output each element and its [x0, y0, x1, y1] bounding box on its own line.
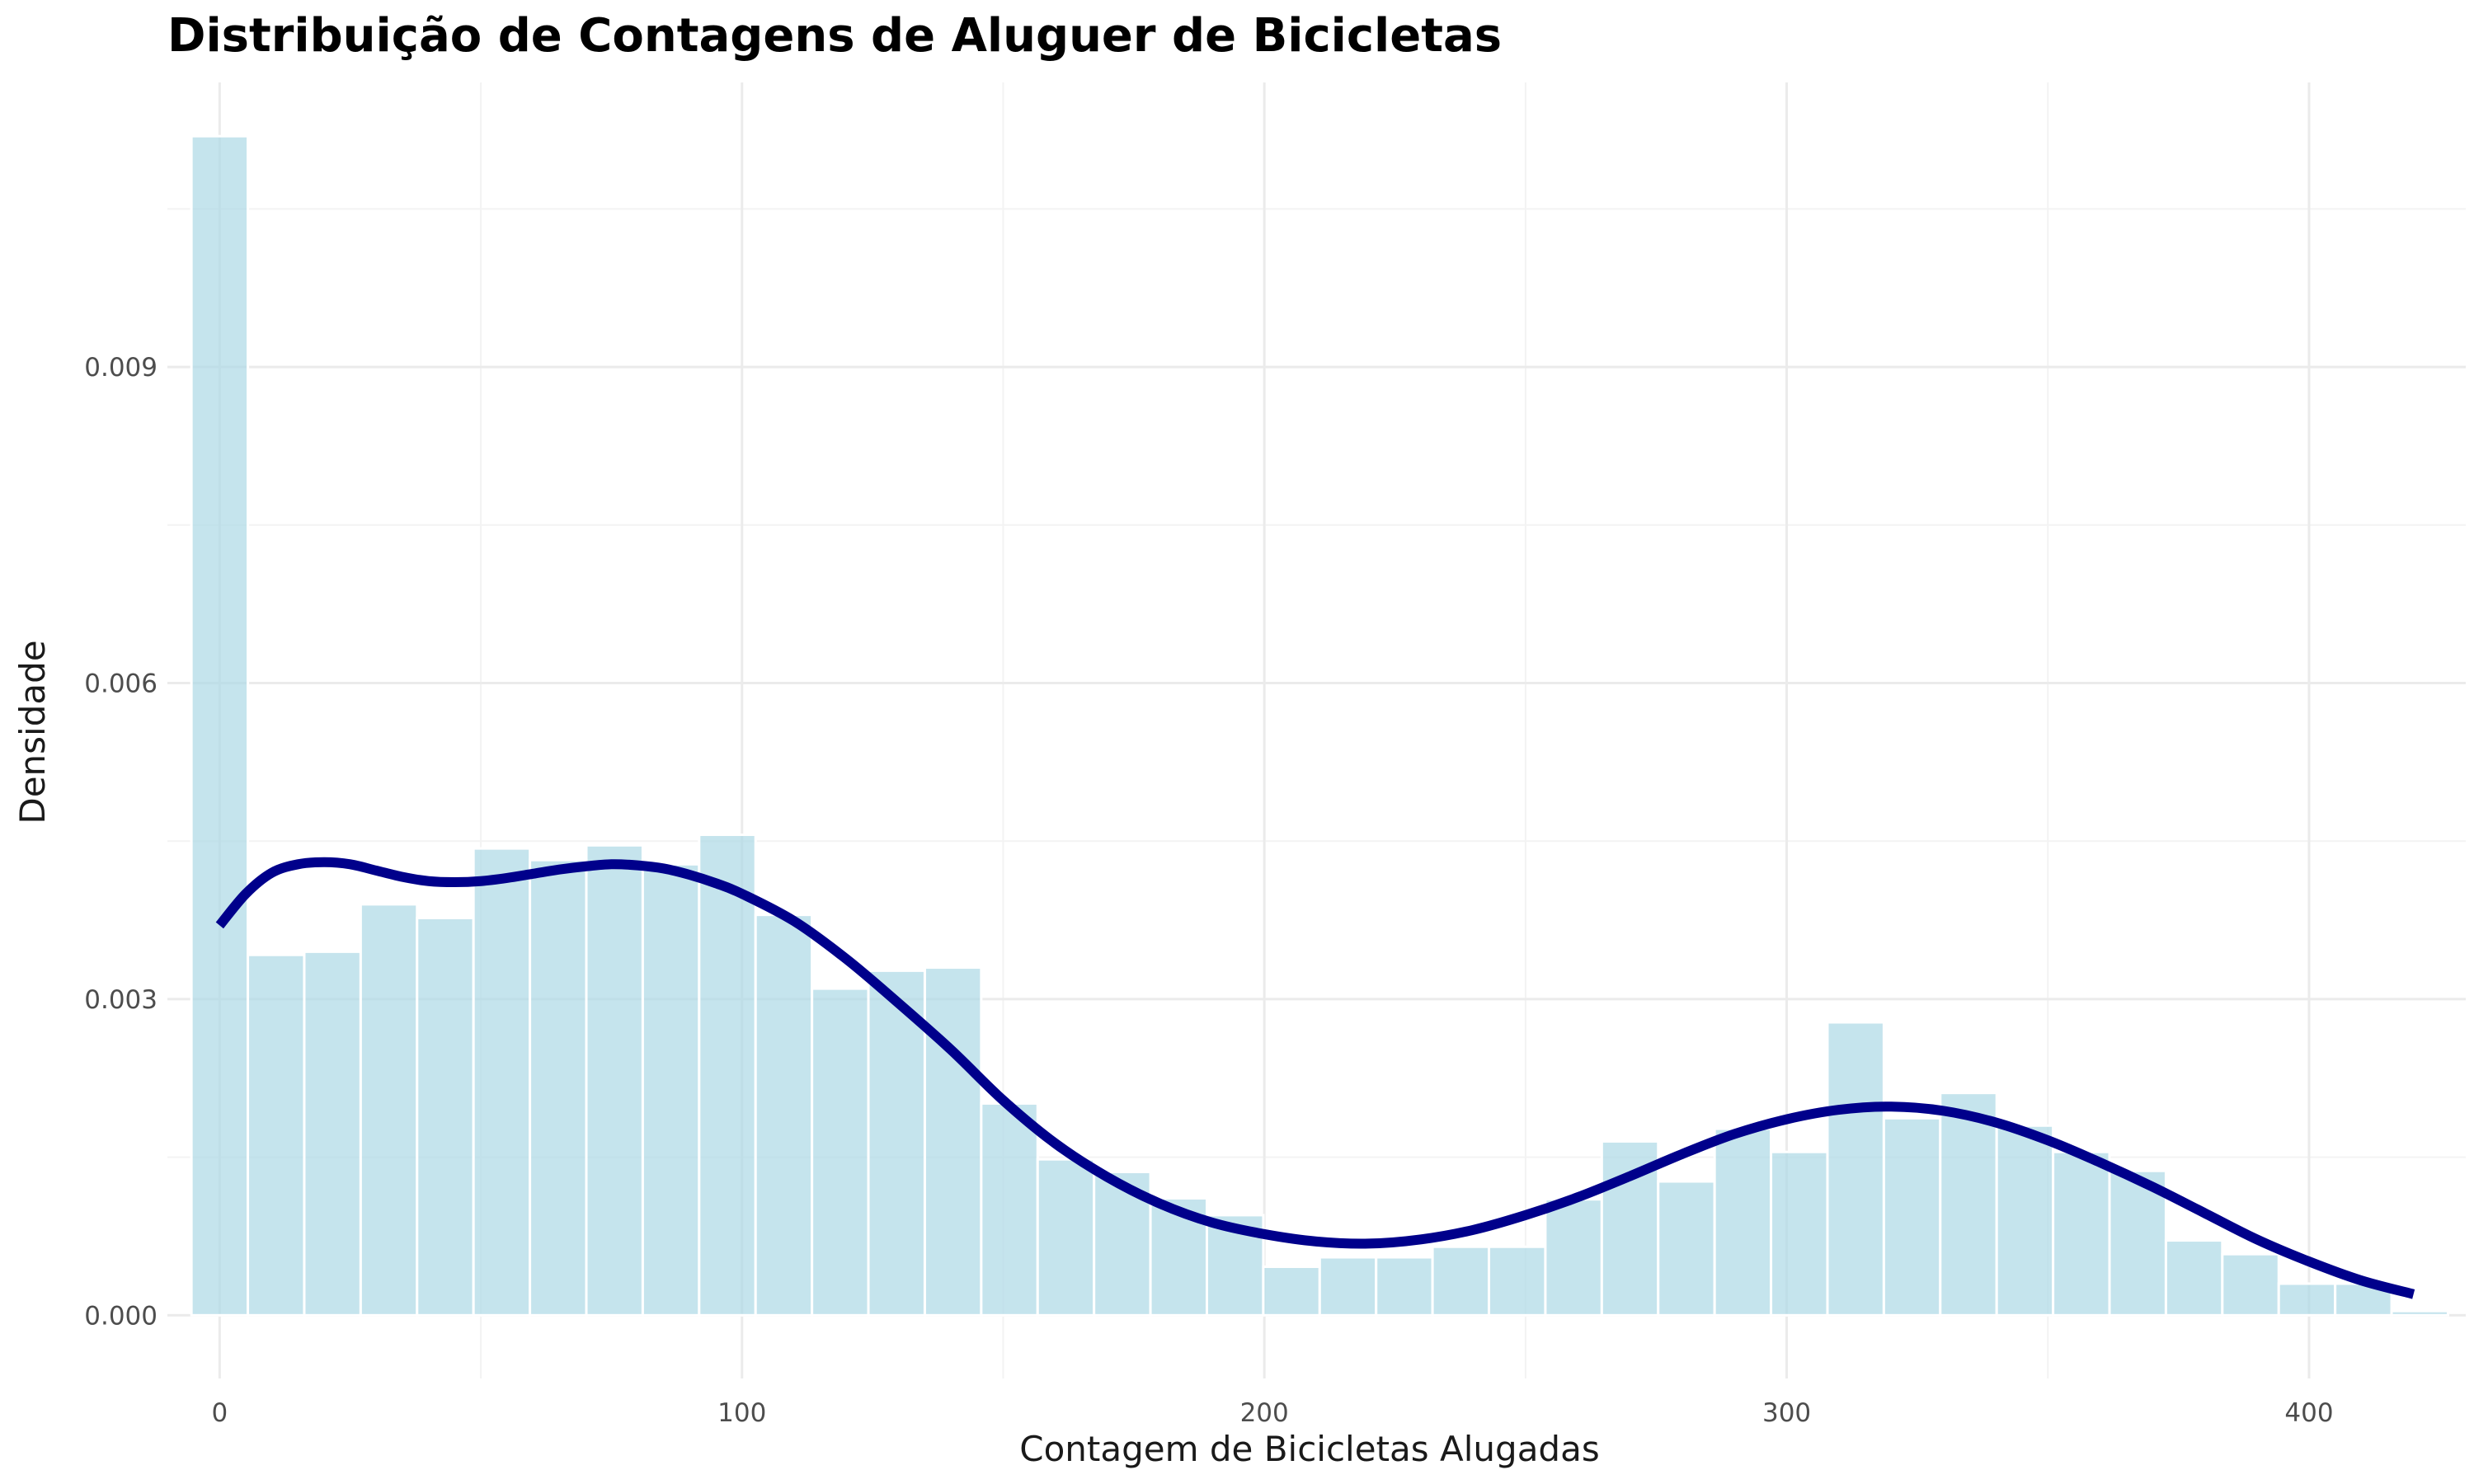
histogram-bar — [2390, 1309, 2449, 1317]
tick-labels: 0 100 200 300 400 0.000 0.003 0.006 0.009 — [84, 353, 2333, 1428]
histogram-bar — [1036, 1158, 1096, 1317]
histogram-bar — [472, 847, 532, 1317]
histogram-bar — [2221, 1252, 2280, 1317]
histogram-bar — [1657, 1180, 1716, 1317]
histogram-bar — [1770, 1150, 1829, 1317]
histogram-bar — [923, 966, 983, 1317]
x-tick-label: 200 — [1240, 1398, 1289, 1428]
y-tick-label: 0.003 — [84, 985, 158, 1015]
histogram-bar — [247, 953, 306, 1317]
histogram-bar — [1431, 1245, 1491, 1317]
density-curve-layer — [215, 857, 2415, 1299]
histogram-bar — [1544, 1198, 1603, 1317]
x-tick-label: 100 — [717, 1398, 766, 1428]
histogram-bar — [867, 969, 926, 1317]
histogram-bar — [1488, 1245, 1547, 1317]
histogram-bar — [811, 987, 870, 1317]
histogram-bar — [1995, 1124, 2055, 1317]
histogram-bar — [1262, 1266, 1321, 1317]
histogram-bar — [2164, 1239, 2224, 1317]
x-tick-label: 300 — [1762, 1398, 1811, 1428]
y-axis-title: Densidade — [12, 640, 53, 824]
histogram-bar — [1939, 1092, 1998, 1317]
histogram-bar — [2277, 1282, 2337, 1317]
histogram-bar — [698, 834, 757, 1317]
density-curve — [215, 857, 2415, 1299]
histogram-bar — [1882, 1116, 1942, 1317]
y-tick-label: 0.009 — [84, 353, 158, 383]
histogram-bar — [980, 1101, 1039, 1317]
histogram-bar — [585, 843, 644, 1317]
x-axis-title: Contagem de Bicicletas Alugadas — [1019, 1429, 1599, 1469]
histogram-bar — [1149, 1196, 1208, 1317]
x-tick-label: 0 — [211, 1398, 228, 1428]
histogram-bar — [641, 862, 701, 1317]
histogram-bar — [190, 134, 250, 1317]
histogram-bar — [416, 916, 475, 1317]
y-tick-label: 0.006 — [84, 669, 158, 698]
histogram-bar — [1713, 1127, 1773, 1317]
histogram-bar — [1375, 1256, 1434, 1317]
x-tick-label: 400 — [2284, 1398, 2333, 1428]
histogram-bar — [2052, 1150, 2111, 1317]
histogram-bar — [754, 913, 814, 1317]
histogram-bar — [359, 903, 419, 1317]
histogram-bar — [529, 858, 588, 1317]
histogram-bars — [190, 134, 2449, 1317]
chart-title: Distribuição de Contagens de Aluguer de … — [167, 9, 1502, 63]
histogram-bar — [1826, 1021, 1885, 1317]
histogram-bar — [1318, 1256, 1378, 1317]
y-tick-label: 0.000 — [84, 1301, 158, 1331]
histogram-bar — [303, 950, 362, 1317]
